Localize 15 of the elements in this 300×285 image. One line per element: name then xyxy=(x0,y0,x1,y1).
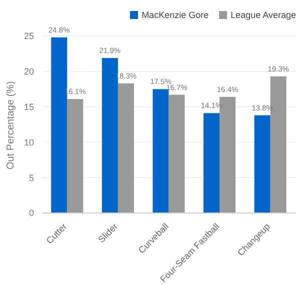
legend-label: MacKenzie Gore xyxy=(140,10,209,20)
y-tick-label: 15 xyxy=(24,102,34,112)
y-tick-label: 5 xyxy=(28,172,34,183)
y-tick-label: 0 xyxy=(28,208,34,218)
y-axis-title: Out Percentage (%) xyxy=(6,81,17,170)
bar xyxy=(204,113,220,213)
y-tick-label: 10 xyxy=(24,137,34,148)
bar xyxy=(118,83,134,213)
bar xyxy=(254,115,270,213)
bar xyxy=(168,94,185,213)
y-tick-label: 20 xyxy=(24,66,34,77)
legend-label: League Average xyxy=(230,10,296,20)
y-tick-label: 25 xyxy=(24,31,34,42)
bar xyxy=(152,89,169,213)
bar xyxy=(67,99,84,213)
